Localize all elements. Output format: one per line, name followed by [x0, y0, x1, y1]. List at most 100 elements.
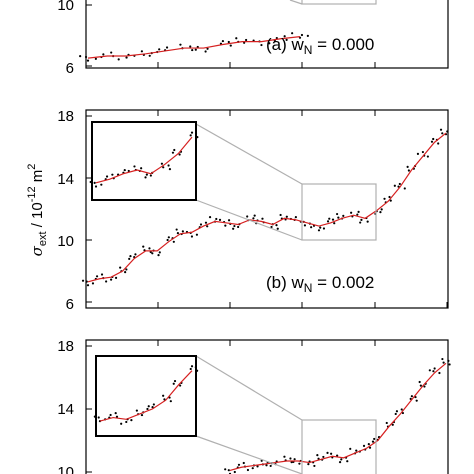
panel-c-data-point — [401, 411, 405, 415]
panel-c-data-point — [418, 380, 421, 384]
panel-c-inset-data-point — [162, 394, 165, 397]
panel-c-inset-data-point — [163, 398, 166, 401]
panel-a-data-point — [260, 43, 263, 47]
panel-c-data-point — [394, 412, 397, 416]
panel-b-data-point — [148, 247, 151, 250]
panel-c-data-point — [400, 408, 403, 411]
panel-c-data-point — [316, 454, 319, 457]
panel-b-data-point — [328, 217, 331, 220]
panel-b-data-point — [366, 220, 369, 223]
panel-a-data-point — [221, 39, 225, 43]
panel-c-inset-data-point — [173, 379, 177, 383]
panel-c-data-point — [373, 437, 376, 441]
panel-b-data-point — [337, 216, 340, 219]
panel-a-label: (a) wN = 0.000 — [266, 35, 374, 57]
panel-b-data-point — [190, 235, 194, 238]
panel-b-inset-data-point — [100, 183, 103, 186]
panel-b-data-point — [91, 282, 95, 285]
panel-c-data-point — [442, 361, 445, 364]
panel-b-ytick-10: 10 — [57, 233, 74, 250]
panel-b-data-point — [232, 227, 235, 230]
panel-c-inset-data-point — [140, 413, 144, 417]
panel-b-inset-fit-line — [95, 136, 193, 184]
panel-c-data-point — [349, 447, 352, 450]
panel-a-zoom-connector — [289, 0, 303, 5]
panel-c-data-point — [423, 385, 426, 388]
panel-b-data-point — [218, 218, 222, 221]
panel-c-inset-data-point — [169, 400, 172, 403]
panel-b-data-point — [208, 216, 212, 219]
panel-a-label-sub: N — [304, 43, 313, 57]
panel-c-data-point — [242, 461, 245, 465]
panel-b-data-point — [335, 212, 339, 216]
panel-b-data-point — [322, 227, 326, 230]
panel-b-data-point — [439, 128, 443, 131]
panel-b-data-point — [105, 280, 108, 283]
panel-b-data-point — [333, 222, 336, 225]
panel-b-data-point — [252, 217, 255, 220]
y-axis-label: σext / 10-12 m2 — [26, 164, 49, 257]
panel-a-data-point — [79, 55, 82, 58]
panel-a-data-point — [94, 57, 97, 60]
panel-a-xticks — [85, 62, 376, 68]
panel-c-data-point — [338, 461, 342, 464]
panel-b-data-point — [157, 254, 160, 257]
panel-c-inset-data-point — [151, 406, 154, 409]
panel-b-inset — [91, 121, 197, 201]
panel-a-data-point — [165, 46, 169, 49]
panel-b-data-point — [276, 227, 279, 230]
panel-b-data-point — [357, 210, 360, 213]
panel-c-inset-plot — [93, 365, 199, 425]
panel-b-data-point — [421, 150, 425, 154]
panel-b-inset-data-point — [168, 168, 172, 171]
panel-c-data-point — [368, 446, 372, 449]
panel-a-data-point — [191, 48, 194, 52]
panel-c-inset-data-point — [109, 413, 112, 417]
panel-b-data-point — [204, 221, 208, 224]
panel-b-data-point — [176, 232, 180, 235]
panel-a-data-point — [158, 48, 161, 51]
panel-a-data-point — [229, 44, 232, 47]
panel-c-inset-data-point — [147, 405, 150, 408]
panel-b-data-point — [285, 215, 288, 218]
panel-b-data-point — [100, 273, 104, 276]
panel-b-data-point — [406, 165, 409, 168]
panel-c-data-point — [246, 468, 250, 472]
y-axis-label-unit: m — [29, 170, 46, 187]
panel-a-data-point — [235, 37, 238, 40]
panel-b-data-point — [246, 215, 249, 218]
panel-b-data-point — [393, 184, 396, 187]
panel-b-data-point — [437, 142, 440, 145]
panel-b-data-point — [85, 280, 88, 283]
panel-a-data-point — [275, 36, 278, 40]
y-axis-label-unit-sup: 2 — [26, 164, 38, 170]
panel-b-inset-data-point — [162, 166, 165, 169]
panel-a-data-point — [306, 34, 309, 38]
panel-b-data-point — [175, 228, 178, 231]
panel-b-zoom-connector-top — [195, 123, 303, 185]
panel-c-data-point — [447, 359, 450, 362]
panel-b-data-point — [331, 218, 335, 221]
panel-b-data-point — [356, 213, 359, 216]
panel-c-inset-fit-line — [99, 370, 193, 422]
panel-b-data-point — [233, 224, 236, 228]
panel-c-data-point — [227, 469, 230, 472]
panel-c-data-point — [448, 363, 451, 366]
panel-c-data-point — [233, 470, 236, 474]
panel-c-zoom-box — [301, 419, 377, 474]
panel-b-data-point — [199, 223, 203, 226]
panel-b-inset-data-point — [167, 164, 170, 167]
panel-b-data-point — [261, 217, 264, 220]
panel-b: 18 14 10 6 (b) wN = 0.002 — [57, 108, 449, 313]
panel-b-data-point — [446, 130, 449, 133]
panel-b-data-point — [172, 240, 175, 243]
panel-c-ytick-14: 14 — [57, 401, 74, 418]
panel-c-data-point — [362, 444, 366, 447]
panel-b-data-point — [227, 219, 231, 222]
panel-a-data-point — [206, 47, 209, 50]
panel-c-inset-data-point — [152, 403, 155, 406]
panel-c-data-point — [317, 457, 320, 460]
panel-b-label-text: (b) w — [266, 273, 305, 292]
panel-b-data-point — [253, 214, 256, 217]
